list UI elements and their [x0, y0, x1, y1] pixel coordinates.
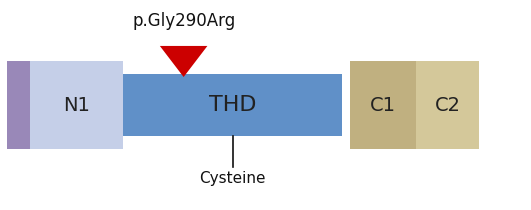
Polygon shape	[160, 46, 208, 77]
Bar	[30, 62, 123, 148]
Bar	[123, 74, 342, 136]
Bar	[7, 62, 30, 148]
Text: N1: N1	[63, 96, 90, 114]
Text: p.Gly290Arg: p.Gly290Arg	[132, 12, 235, 30]
Bar	[350, 62, 416, 148]
Text: C1: C1	[370, 96, 396, 114]
Text: Cysteine: Cysteine	[200, 171, 266, 186]
Bar	[416, 62, 479, 148]
Text: THD: THD	[209, 95, 256, 115]
Text: C2: C2	[435, 96, 461, 114]
